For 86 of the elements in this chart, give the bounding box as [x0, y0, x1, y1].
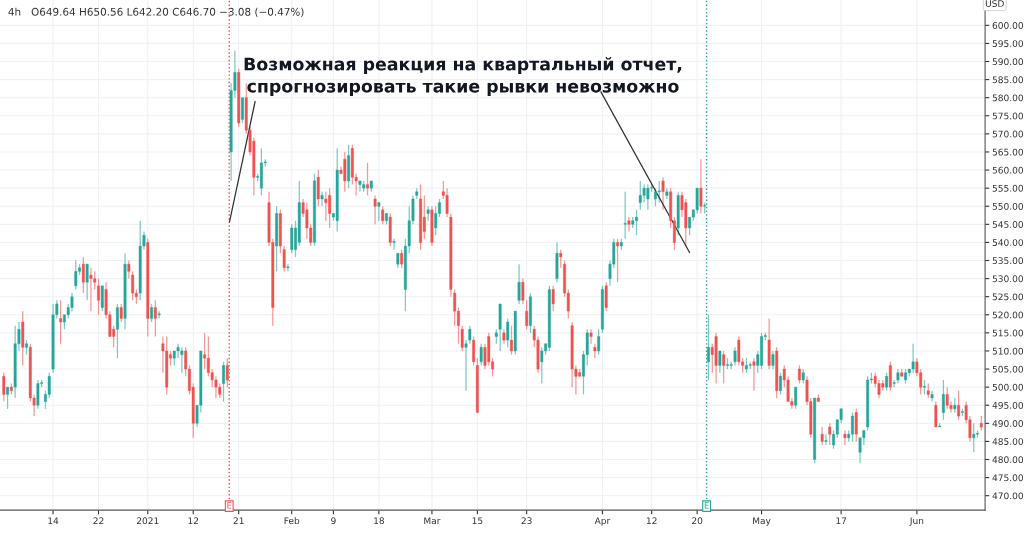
candlestick	[320, 191, 324, 207]
candlestick	[695, 187, 699, 215]
y-tick-label: 540.00	[992, 239, 1024, 246]
candlestick	[358, 180, 362, 193]
y-tick-label: 585.00	[992, 76, 1024, 84]
candlestick	[824, 433, 828, 446]
x-tick-label: 21	[233, 517, 244, 524]
candlestick	[241, 97, 244, 124]
y-tick-label: 555.00	[992, 184, 1024, 192]
y-tick-label: 485.00	[992, 438, 1024, 445]
y-tick-label: 475.00	[992, 474, 1024, 482]
x-tick-label: 12	[646, 517, 657, 524]
candlestick	[97, 277, 100, 316]
x-tick-label: 14	[48, 517, 59, 524]
candlestick	[366, 162, 369, 197]
x-tick-label: 9	[331, 517, 336, 525]
y-tick-label: 580.00	[992, 94, 1024, 102]
candlestick	[385, 212, 388, 225]
candlestick	[510, 325, 513, 356]
y-tick-label: 520.00	[992, 311, 1024, 319]
candlestick	[472, 335, 476, 367]
candlestick	[885, 372, 888, 392]
candlestick	[116, 303, 119, 359]
y-tick-label: 570.00	[992, 130, 1024, 138]
candlestick	[426, 205, 430, 222]
y-axis-title: USD	[985, 0, 1004, 7]
candlestick	[654, 187, 657, 207]
candlestick	[976, 429, 979, 439]
candlestick	[941, 379, 945, 421]
candlestick	[851, 411, 854, 443]
y-tick-label: 470.00	[992, 492, 1024, 500]
candlestick	[157, 310, 161, 320]
x-tick-label: Mar	[424, 517, 441, 525]
x-tick-label: 15	[472, 517, 483, 525]
x-tick-label: 12	[188, 517, 199, 524]
candlestick	[843, 429, 847, 446]
candlestick	[635, 209, 638, 236]
x-tick-label: 17	[836, 517, 847, 524]
y-tick-label: 495.00	[992, 401, 1024, 409]
candlestick	[176, 343, 180, 359]
y-tick-label: 565.00	[992, 148, 1024, 156]
y-tick-label: 525.00	[992, 293, 1024, 301]
x-tick-label: 23	[521, 517, 532, 525]
y-tick-label: 535.00	[992, 257, 1024, 265]
candlestick	[203, 332, 207, 370]
candlestick	[779, 372, 782, 396]
candlestick	[616, 238, 619, 283]
candlestick	[798, 364, 801, 385]
y-tick-label: 575.00	[992, 112, 1024, 120]
y-tick-label: 505.00	[992, 365, 1024, 373]
annotation: E	[704, 502, 709, 509]
x-tick-label: 2021	[136, 517, 159, 525]
annotation: E	[227, 502, 232, 509]
candlestick	[627, 216, 631, 233]
x-tick-label: May	[753, 517, 771, 526]
candlestick	[222, 361, 225, 403]
y-tick-label: 560.00	[992, 166, 1024, 174]
x-tick-label: 18	[374, 517, 385, 525]
y-tick-label: 500.00	[992, 383, 1024, 391]
candlestick	[25, 339, 28, 356]
candlestick	[286, 263, 290, 272]
candlestick	[6, 386, 9, 410]
x-tick-label: Feb	[284, 517, 300, 525]
y-tick-label: 600.00	[992, 22, 1024, 29]
y-tick-label: 530.00	[992, 275, 1024, 283]
x-tick-label: Jun	[909, 517, 924, 526]
x-tick-label: 22	[93, 517, 104, 524]
annotation: Возможная реакция на квартальный отчет, спрогнозировать такие рывки невозможно	[244, 57, 682, 96]
candlestick	[923, 379, 926, 396]
y-tick-label: 595.00	[992, 40, 1024, 47]
text: 4h O649.64 H650.56 L642.20 C646.70 −3.08 (−0.47%)	[8, 7, 304, 17]
y-tick-label: 550.00	[992, 202, 1024, 210]
y-tick-label: 480.00	[992, 456, 1024, 464]
y-tick-label: 590.00	[992, 58, 1024, 66]
candlestick	[904, 368, 907, 385]
candlestick	[726, 357, 729, 370]
y-tick-label: 510.00	[992, 347, 1024, 355]
candlestick	[957, 390, 960, 421]
y-tick-label: 515.00	[992, 329, 1024, 337]
x-tick-label: 20	[692, 517, 703, 525]
candlestick	[150, 303, 153, 323]
x-tick-label: Apr	[594, 517, 611, 526]
candlestick	[392, 238, 396, 251]
y-tick-label: 490.00	[992, 420, 1024, 427]
y-tick-label: 545.00	[992, 221, 1024, 228]
candlestick	[589, 328, 593, 345]
